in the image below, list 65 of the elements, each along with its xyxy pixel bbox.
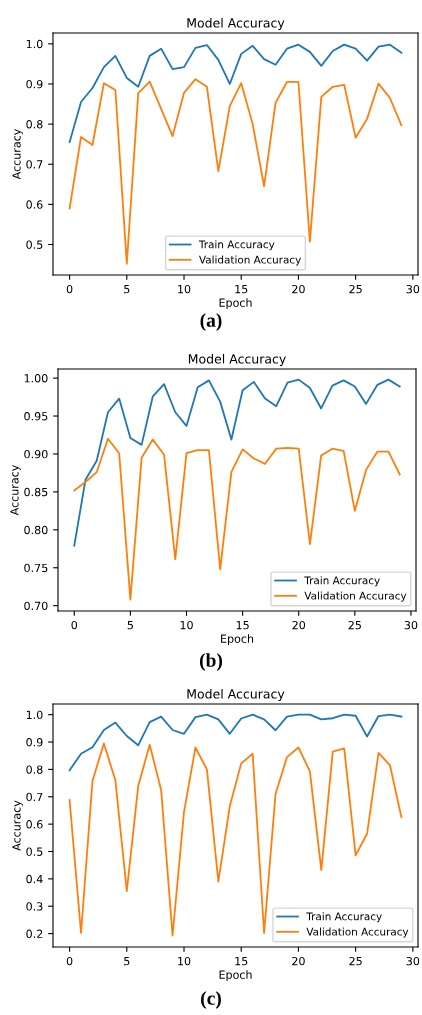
x-tick-label: 0 <box>71 620 78 630</box>
x-tick-label: 5 <box>124 285 130 294</box>
y-tick-label: 0.9 <box>26 738 43 747</box>
x-tick-label: 0 <box>66 956 73 966</box>
x-tick-label: 30 <box>404 620 418 630</box>
chart-title: Model Accuracy <box>187 17 285 31</box>
text: (c) <box>201 991 221 1009</box>
x-tick-label: 20 <box>292 620 306 630</box>
x-tick-label: 5 <box>127 621 133 630</box>
y-tick-label: 0.85 <box>24 487 48 497</box>
y-tick-label: 0.70 <box>24 601 48 611</box>
x-tick-label: 30 <box>406 284 420 294</box>
chart-title: Model Accuracy <box>188 353 286 367</box>
y-tick-label: 1.0 <box>26 710 43 720</box>
x-tick-label: 10 <box>178 284 191 294</box>
line-series <box>73 378 401 547</box>
y-tick-label: 0.4 <box>26 874 43 884</box>
chart-title: Model Accuracy <box>187 688 285 702</box>
legend-label: Validation Accuracy <box>306 927 409 938</box>
y-axis-title: Accuracy <box>10 464 21 516</box>
y-tick-label: 0.3 <box>26 902 43 911</box>
x-tick-label: 25 <box>348 620 361 630</box>
legend-label: Validation Accuracy <box>304 591 407 602</box>
legend-label: Train Accuracy <box>306 912 382 923</box>
y-axis-title: Accuracy <box>12 800 23 851</box>
y-tick-label: 0.8 <box>26 120 43 129</box>
line-series <box>68 43 403 144</box>
y-tick-label: 1.0 <box>26 39 43 49</box>
y-tick-label: 0.5 <box>26 847 43 856</box>
x-tick-label: 20 <box>292 284 305 294</box>
x-tick-label: 15 <box>235 957 248 966</box>
x-axis-title: Epoch <box>221 634 254 646</box>
x-tick-label: 10 <box>180 620 193 630</box>
x-tick-label: 10 <box>178 956 191 966</box>
text: (a) <box>200 313 222 331</box>
y-tick-label: 0.2 <box>26 929 43 938</box>
x-tick-label: 30 <box>406 956 420 966</box>
x-tick-label: 25 <box>349 956 362 966</box>
x-tick-label: 0 <box>66 284 73 294</box>
x-tick-label: 25 <box>349 284 362 294</box>
y-tick-label: 0.7 <box>26 792 43 802</box>
x-tick-label: 5 <box>124 957 130 966</box>
y-tick-label: 0.7 <box>26 160 43 169</box>
y-tick-label: 1.00 <box>24 374 48 383</box>
y-tick-label: 0.8 <box>26 765 43 774</box>
x-axis-title: Epoch <box>219 970 252 982</box>
legend-label: Validation Accuracy <box>199 255 301 266</box>
y-tick-label: 0.75 <box>24 563 48 573</box>
legend-label: Train Accuracy <box>304 576 380 587</box>
y-axis-title: Accuracy <box>12 128 23 180</box>
x-tick-label: 15 <box>235 285 248 294</box>
y-tick-label: 0.95 <box>24 412 48 421</box>
y-tick-label: 0.5 <box>26 240 43 249</box>
line-series <box>68 713 403 772</box>
y-tick-label: 0.90 <box>24 449 48 459</box>
y-tick-label: 0.6 <box>26 820 43 829</box>
y-tick-label: 0.80 <box>24 525 48 535</box>
y-tick-label: 0.9 <box>26 79 43 89</box>
x-tick-label: 20 <box>292 956 305 966</box>
x-tick-label: 15 <box>236 621 249 630</box>
text: (b) <box>199 653 223 671</box>
x-axis-title: Epoch <box>219 298 252 310</box>
line-series <box>68 78 403 265</box>
legend-label: Train Accuracy <box>198 240 275 251</box>
y-tick-label: 0.6 <box>26 200 43 209</box>
